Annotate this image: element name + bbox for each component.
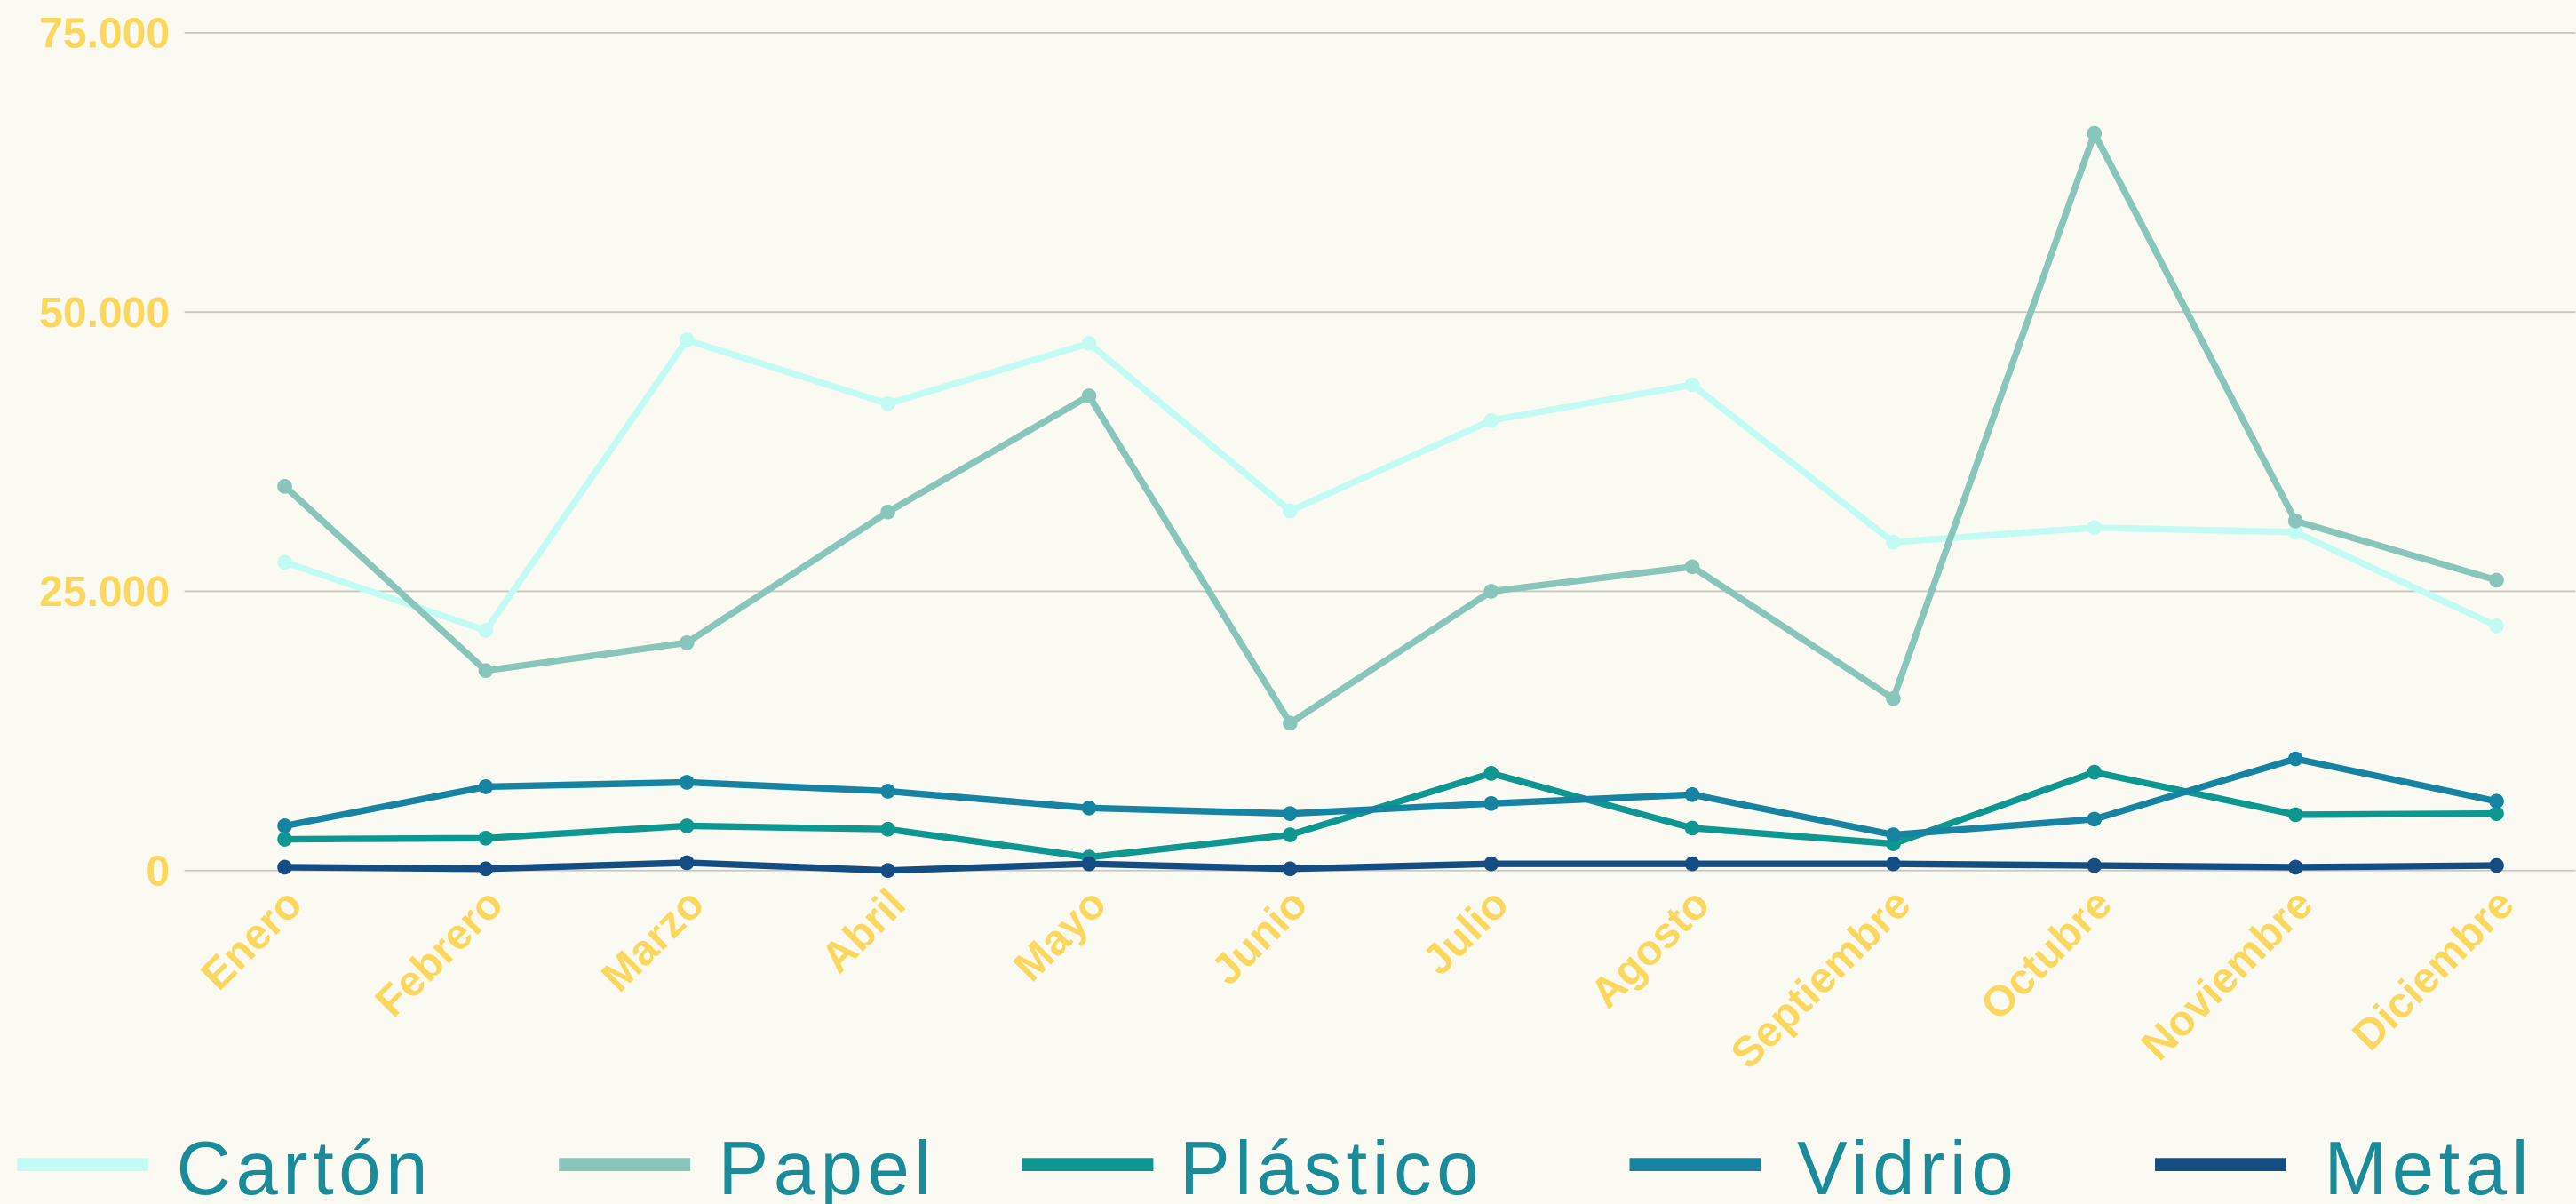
x-tick-label: Abril: [812, 880, 915, 983]
x-tick-label: Noviembre: [2132, 880, 2322, 1070]
data-point: [1081, 336, 1097, 351]
data-point: [880, 504, 895, 520]
data-point: [478, 779, 494, 794]
data-point: [1886, 856, 1901, 872]
data-point: [2087, 764, 2103, 780]
data-point: [1684, 856, 1700, 872]
series-line: [283, 755, 2498, 839]
data-point: [880, 784, 895, 799]
data-point: [277, 832, 292, 847]
data-point: [880, 395, 895, 411]
data-point: [1081, 388, 1097, 403]
data-point: [2087, 125, 2103, 141]
data-point: [2489, 793, 2504, 809]
data-point: [478, 663, 494, 679]
data-point: [478, 830, 494, 846]
legend-label: Cartón: [177, 1127, 433, 1204]
y-tick-label: 75.000: [39, 10, 170, 58]
data-point: [2287, 524, 2303, 540]
data-point: [1886, 690, 1901, 706]
data-point: [1283, 806, 1298, 821]
y-tick-label: 25.000: [39, 568, 170, 616]
series-line: [283, 336, 2499, 634]
data-point: [2087, 857, 2103, 873]
data-point: [1684, 786, 1700, 802]
data-point: [2287, 751, 2303, 767]
data-point: [2489, 618, 2504, 634]
y-tick-label: 50.000: [39, 289, 170, 337]
x-tick-label: Febrero: [366, 880, 513, 1026]
data-point: [679, 855, 695, 871]
x-tick-label: Enero: [192, 880, 311, 999]
legend-label: Vidrio: [1797, 1127, 2018, 1204]
data-point: [679, 818, 695, 833]
data-point: [1283, 715, 1298, 731]
x-tick-label: Octubre: [1971, 880, 2120, 1029]
data-point: [277, 859, 292, 875]
data-point: [679, 634, 695, 650]
legend-label: Metal: [2324, 1127, 2533, 1204]
data-point: [880, 863, 895, 879]
data-point: [1081, 801, 1097, 816]
data-point: [679, 775, 695, 790]
data-point: [1283, 503, 1298, 519]
series-line: [284, 769, 2497, 861]
data-point: [1483, 584, 1499, 599]
data-point: [1684, 377, 1700, 393]
data-point: [2087, 520, 2103, 536]
data-point: [1483, 766, 1499, 781]
data-point: [277, 479, 292, 494]
data-point: [1483, 856, 1499, 872]
data-point: [2287, 859, 2303, 875]
legend-label: Plástico: [1180, 1127, 1483, 1204]
data-point: [478, 861, 494, 877]
series-line: [284, 859, 2497, 874]
data-point: [2489, 857, 2504, 873]
x-tick-label: Agosto: [1581, 880, 1719, 1017]
series-line: [282, 130, 2498, 727]
data-point: [277, 554, 292, 570]
data-point: [1684, 820, 1700, 836]
data-point: [1886, 534, 1901, 550]
data-point: [277, 818, 292, 833]
y-tick-label: 0: [146, 847, 170, 895]
x-tick-label: Mayo: [1005, 880, 1116, 991]
x-tick-label: Junio: [1203, 880, 1317, 994]
data-point: [1886, 827, 1901, 842]
data-point: [2287, 513, 2303, 529]
data-point: [2489, 572, 2504, 588]
data-point: [1483, 796, 1499, 811]
data-point: [1483, 412, 1499, 428]
data-point: [1283, 861, 1298, 877]
data-point: [679, 332, 695, 347]
data-point: [1684, 559, 1700, 575]
data-point: [2087, 811, 2103, 827]
data-point: [1081, 856, 1097, 872]
legend-label: Papel: [719, 1127, 936, 1204]
data-point: [2489, 806, 2504, 821]
x-tick-label: Julio: [1413, 880, 1517, 984]
data-point: [880, 821, 895, 837]
data-point: [2287, 807, 2303, 823]
x-tick-label: Diciembre: [2343, 880, 2523, 1059]
data-point: [1283, 827, 1298, 842]
data-point: [478, 623, 494, 638]
x-tick-label: Marzo: [592, 880, 713, 1001]
x-tick-label: Septiembre: [1721, 880, 1920, 1078]
